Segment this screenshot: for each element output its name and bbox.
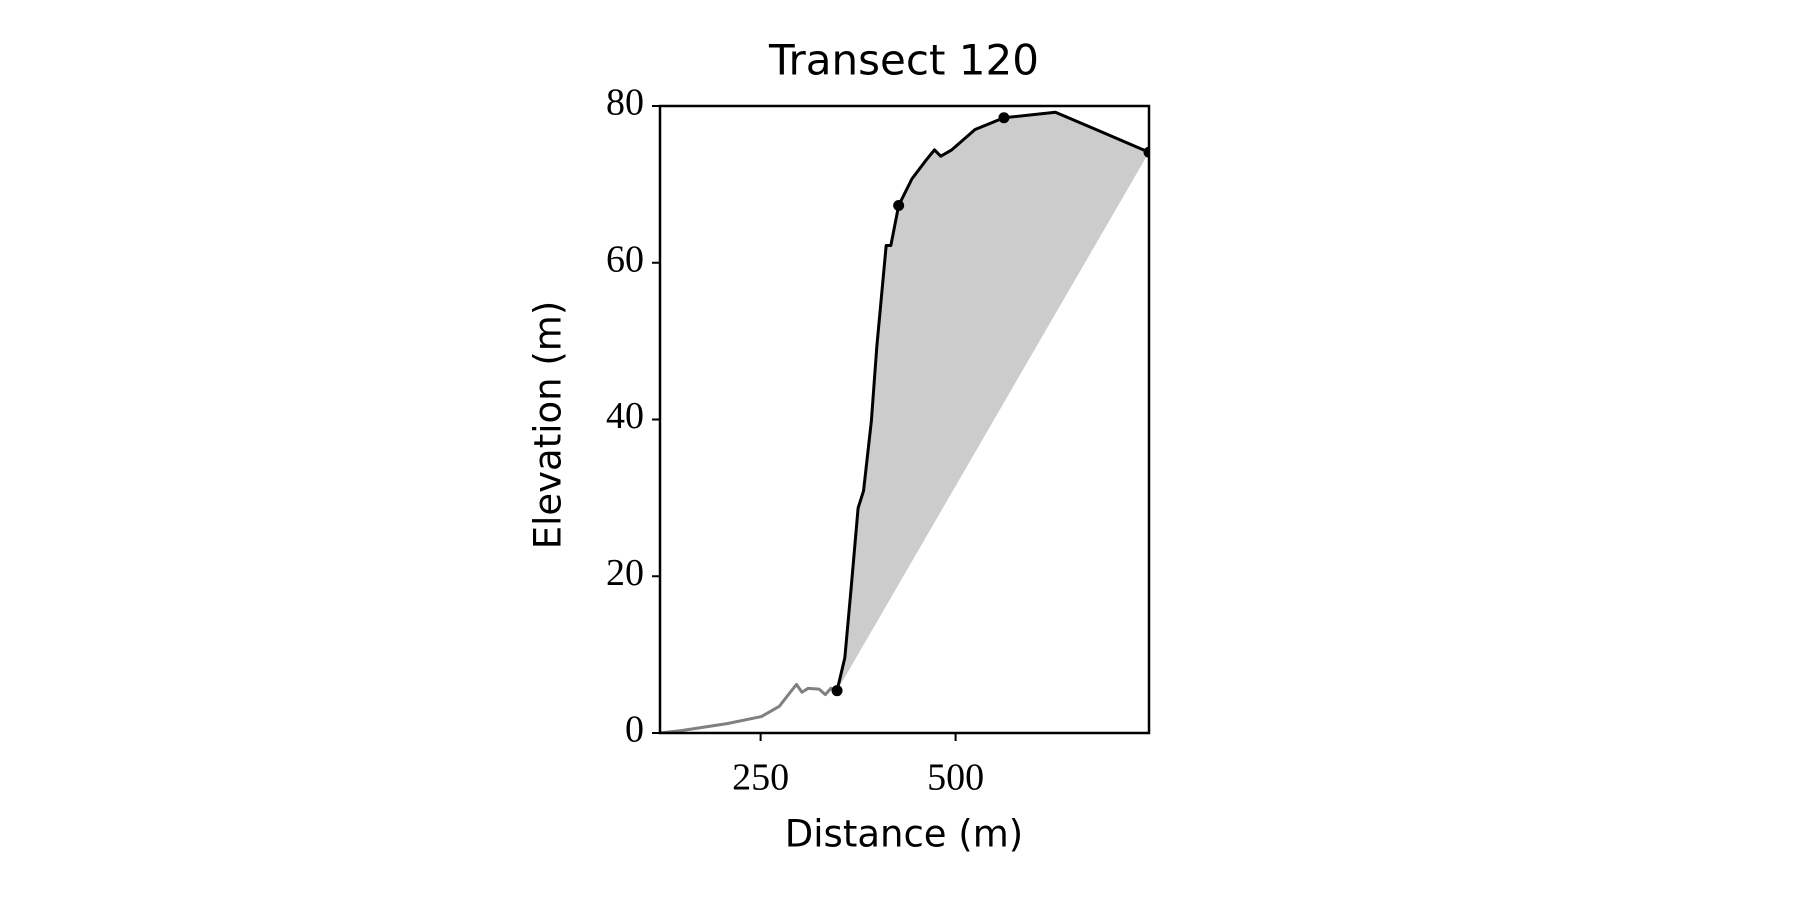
y-axis-label: Elevation (m)	[527, 301, 570, 550]
plot-frame	[658, 104, 1151, 735]
plot-area	[660, 110, 1149, 733]
area-fill	[837, 112, 1149, 691]
y-tick-label: 60	[606, 238, 644, 280]
marker	[998, 112, 1010, 124]
x-tick-label: 500	[927, 757, 984, 799]
line	[660, 682, 838, 733]
y-tick-label: 20	[606, 552, 644, 594]
axes: 250 500 0 20 40 60 80	[606, 82, 984, 799]
y-tick-label: 40	[606, 395, 644, 437]
marker	[1143, 146, 1149, 158]
x-axis-label: Distance (m)	[785, 813, 1023, 856]
marker	[831, 685, 843, 697]
y-tick-label: 80	[606, 82, 644, 124]
y-tick-label: 0	[625, 709, 644, 751]
x-tick-label: 250	[732, 757, 789, 799]
marker	[893, 200, 905, 212]
chart-title: Transect 120	[768, 36, 1039, 85]
